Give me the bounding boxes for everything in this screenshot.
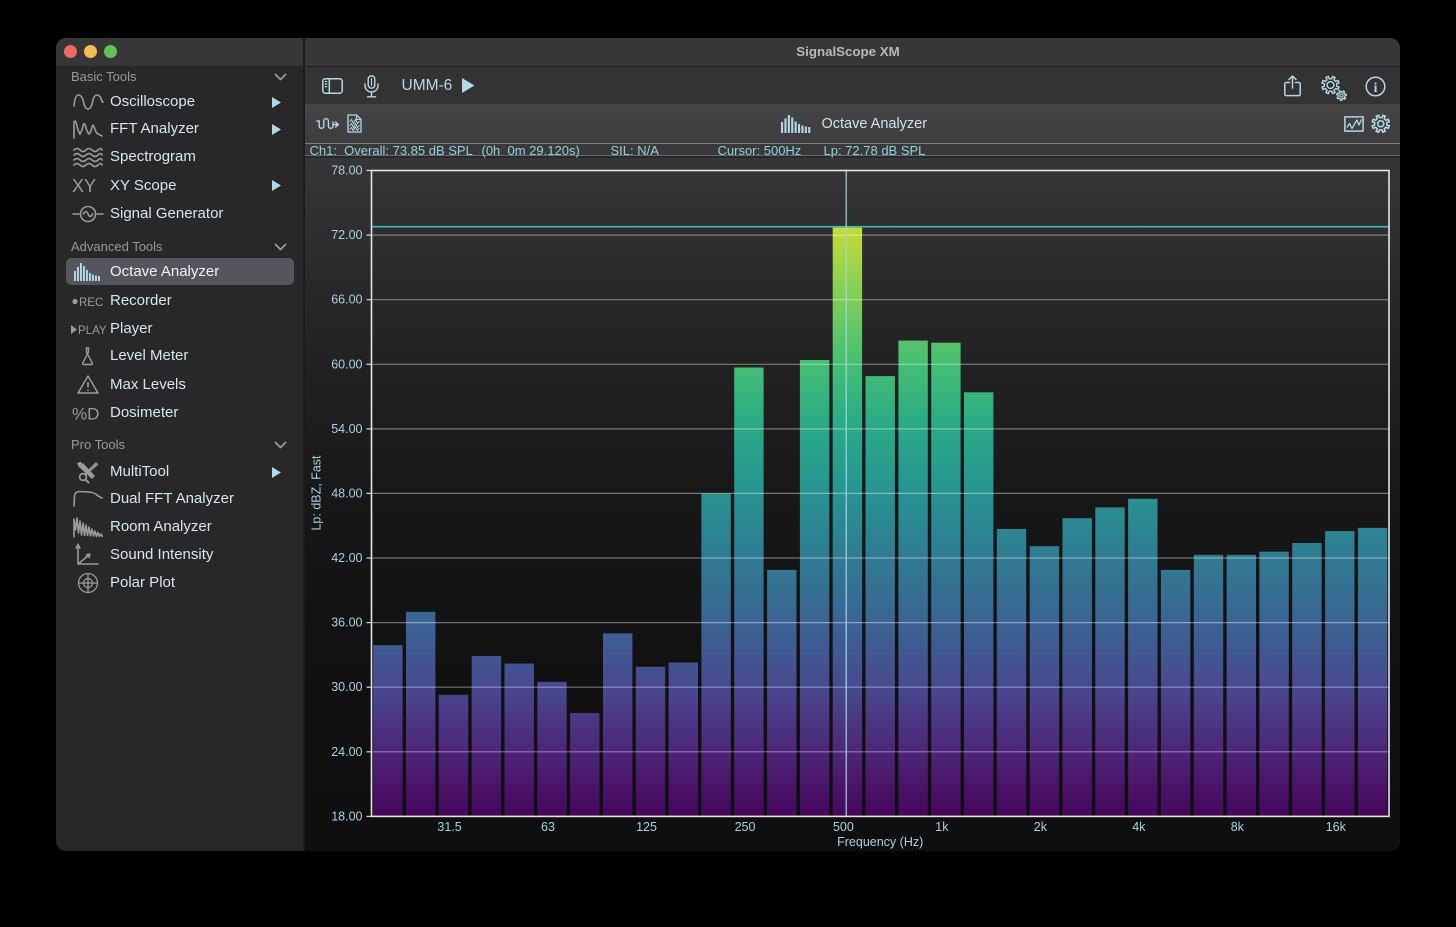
- svg-text:54.00: 54.00: [331, 422, 362, 436]
- svg-text:1k: 1k: [935, 820, 949, 834]
- svg-text:63: 63: [541, 820, 555, 834]
- svg-text:66.00: 66.00: [331, 293, 362, 307]
- svg-text:XY: XY: [72, 176, 96, 196]
- svg-text:i: i: [1373, 79, 1377, 94]
- svg-text:18.00: 18.00: [331, 809, 362, 823]
- svg-text:72.00: 72.00: [331, 228, 362, 242]
- svg-text:31.5: 31.5: [437, 820, 461, 834]
- svg-text:36.00: 36.00: [331, 616, 362, 630]
- svg-text:125: 125: [636, 820, 657, 834]
- svg-text:42.00: 42.00: [331, 551, 362, 565]
- svg-text:500: 500: [832, 820, 853, 834]
- svg-text:2k: 2k: [1033, 820, 1047, 834]
- svg-text:60.00: 60.00: [331, 357, 362, 371]
- svg-text:Lp: dBZ, Fast: Lp: dBZ, Fast: [309, 455, 323, 531]
- svg-text:Frequency (Hz): Frequency (Hz): [837, 835, 923, 849]
- svg-text:REC: REC: [79, 297, 103, 308]
- svg-text:24.00: 24.00: [331, 745, 362, 759]
- svg-text:8k: 8k: [1230, 820, 1244, 834]
- svg-text:%D: %D: [72, 404, 99, 423]
- svg-text:250: 250: [734, 820, 755, 834]
- svg-text:30.00: 30.00: [331, 680, 362, 694]
- svg-text:48.00: 48.00: [331, 486, 362, 500]
- svg-text:4k: 4k: [1132, 820, 1146, 834]
- svg-text:16k: 16k: [1325, 820, 1346, 834]
- svg-text:78.00: 78.00: [331, 164, 362, 178]
- svg-text:PLAY: PLAY: [78, 325, 107, 336]
